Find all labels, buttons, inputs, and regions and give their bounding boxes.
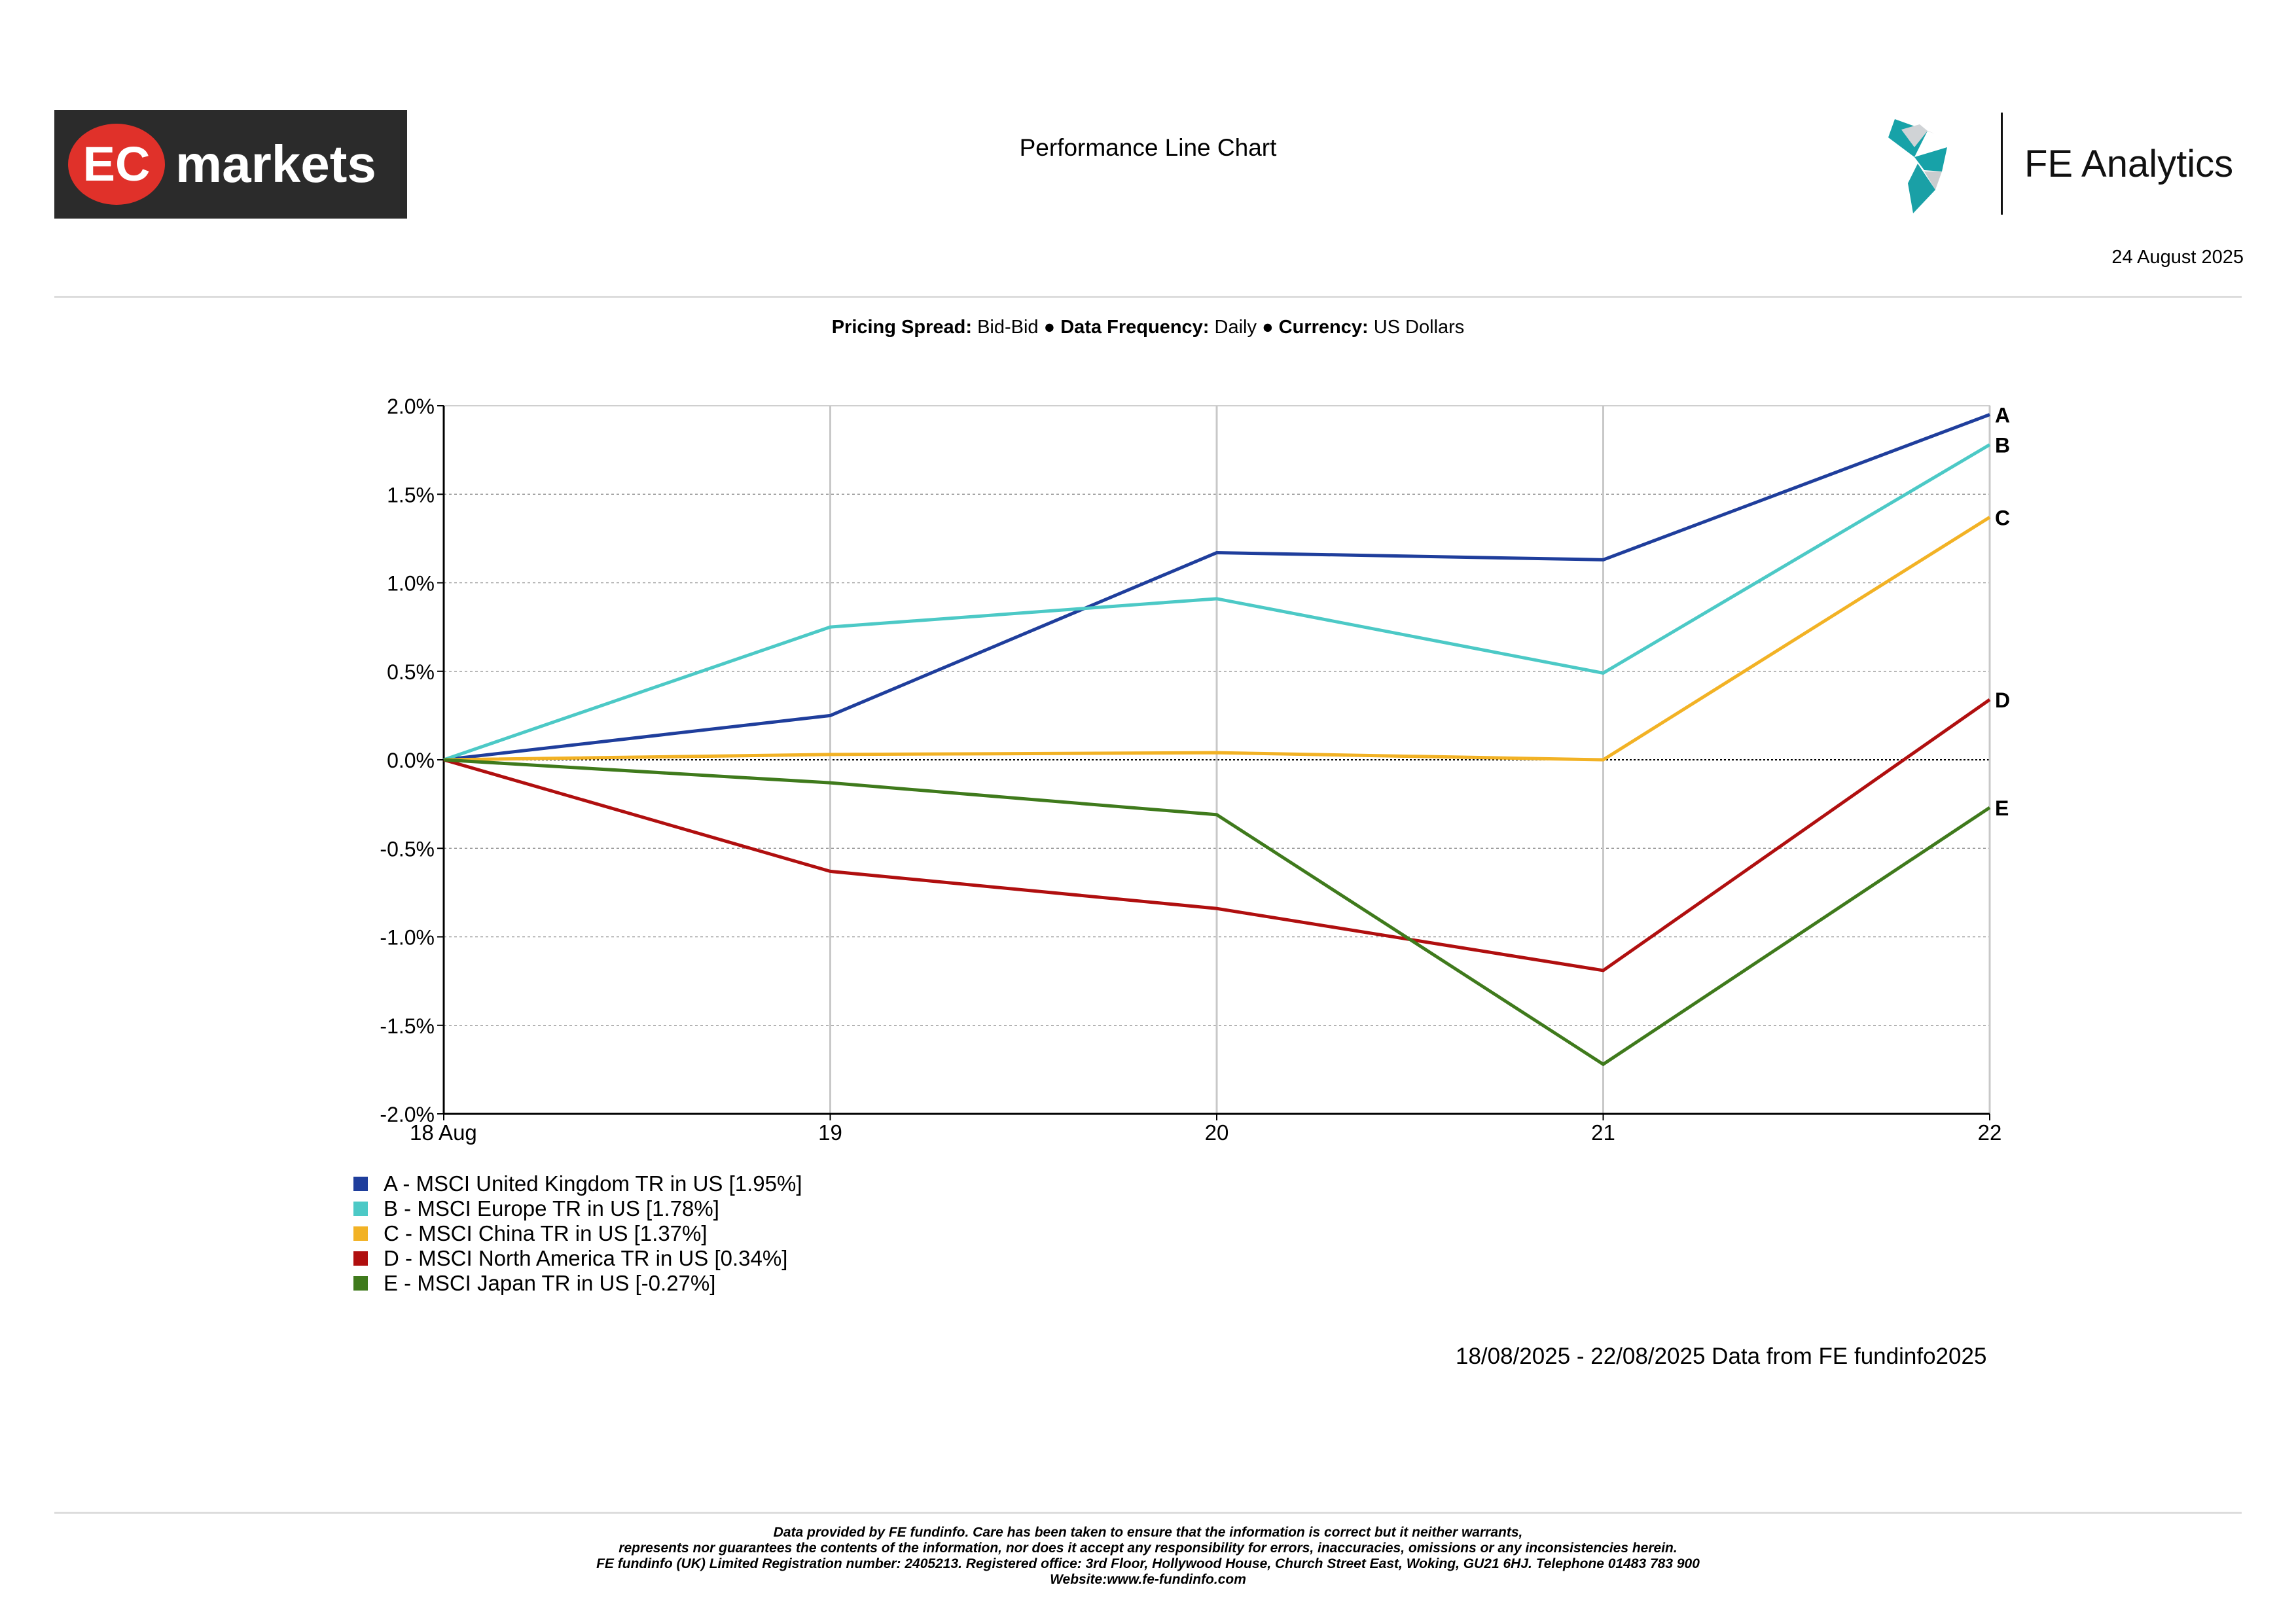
y-tick-label: 0.5% [387,660,435,684]
markets-logo-text: markets [175,135,376,193]
legend-item-c: C - MSCI China TR in US [1.37%] [353,1221,802,1246]
legend-swatch [353,1177,368,1191]
y-tick-label: 2.0% [387,395,435,418]
legend-label: E - MSCI Japan TR in US [-0.27%] [384,1271,716,1295]
performance-line-chart: 2.0% 1.5% 1.0% 0.5% 0.0% -0.5% -1.0% -1.5% -2.0%… [380,395,2010,1145]
separator-bullet: ● [1262,317,1274,338]
y-tick-label: 1.5% [387,483,435,507]
x-tick-label: 22 [1978,1120,2002,1145]
header-divider [54,296,2242,298]
report-date: 24 August 2025 [2111,247,2244,268]
fe-analytics-logo-text: FE Analytics [2024,143,2233,185]
legend-swatch [353,1226,368,1241]
legend-label: A - MSCI United Kingdom TR in US [1.95%] [384,1171,802,1196]
disclaimer-line: represents nor guarantees the contents o… [619,1541,1677,1556]
y-tick-label: -1.0% [380,926,435,950]
x-tick-label: 19 [818,1120,842,1145]
x-tick-label: 21 [1591,1120,1615,1145]
fe-analytics-logo: FE Analytics [1888,111,2255,216]
disclaimer-line: FE fundinfo (UK) Limited Registration nu… [596,1556,1700,1571]
x-tick-label: 20 [1205,1120,1229,1145]
y-tick-label: -1.5% [380,1014,435,1038]
y-tick-label: -2.0% [380,1103,435,1126]
x-tick-label: 18 Aug [410,1120,477,1145]
legend-item-d: D - MSCI North America TR in US [0.34%] [353,1246,802,1271]
chart-axes: 2.0% 1.5% 1.0% 0.5% 0.0% -0.5% -1.0% -1.5% -2.0%… [380,395,2001,1145]
legend-label: C - MSCI China TR in US [1.37%] [384,1221,708,1245]
legend-swatch [353,1202,368,1216]
disclaimer: Data provided by FE fundinfo. Care has b… [0,1525,2296,1588]
data-frequency-label: Data Frequency: [1060,317,1210,338]
currency-label: Currency: [1278,317,1369,338]
legend-item-e: E - MSCI Japan TR in US [-0.27%] [353,1271,802,1296]
y-tick-label: 1.0% [387,572,435,596]
ec-logo-text: EC [83,137,151,191]
data-source-note: 18/08/2025 - 22/08/2025 Data from FE fun… [1456,1344,1987,1369]
legend-label: D - MSCI North America TR in US [0.34%] [384,1246,788,1270]
series-end-label-e: E [1995,796,2009,820]
chart-end-labels: AB C D E [1995,404,2010,821]
chart-series [443,413,1991,1067]
data-frequency-value: Daily [1214,317,1257,338]
series-line-c [443,516,1991,762]
pricing-spread-value: Bid-Bid [977,317,1039,338]
series-end-label-c: C [1995,506,2010,529]
pricing-spread-label: Pricing Spread: [831,317,973,338]
series-line-e [443,758,1991,1067]
chart-legend: A - MSCI United Kingdom TR in US [1.95%]… [353,1171,802,1296]
ec-markets-logo: EC markets [54,110,407,219]
legend-label: B - MSCI Europe TR in US [1.78%] [384,1196,719,1221]
series-end-label-b: B [1995,434,2010,457]
legend-item-b: B - MSCI Europe TR in US [1.78%] [353,1196,802,1221]
chart-settings: Pricing Spread: Bid-Bid ● Data Frequency… [0,317,2296,338]
y-tick-label: 0.0% [387,749,435,772]
chart-grid [443,405,1991,1115]
legend-swatch [353,1276,368,1291]
separator-bullet: ● [1043,317,1056,338]
footer-divider [54,1512,2242,1514]
legend-swatch [353,1251,368,1266]
series-end-label-a: A [1995,404,2010,427]
series-line-a [443,413,1990,762]
disclaimer-line: Data provided by FE fundinfo. Care has b… [773,1525,1523,1540]
series-line-b [443,443,1991,762]
page-title: Performance Line Chart [1019,134,1277,161]
series-line-d [443,698,1991,972]
currency-value: US Dollars [1373,317,1465,338]
fe-geometric-mark-icon [1888,119,1947,213]
legend-item-a: A - MSCI United Kingdom TR in US [1.95%] [353,1171,802,1196]
disclaimer-line: Website:www.fe-fundinfo.com [1050,1572,1246,1587]
series-end-label-d: D [1995,688,2010,712]
y-tick-label: -0.5% [380,837,435,861]
